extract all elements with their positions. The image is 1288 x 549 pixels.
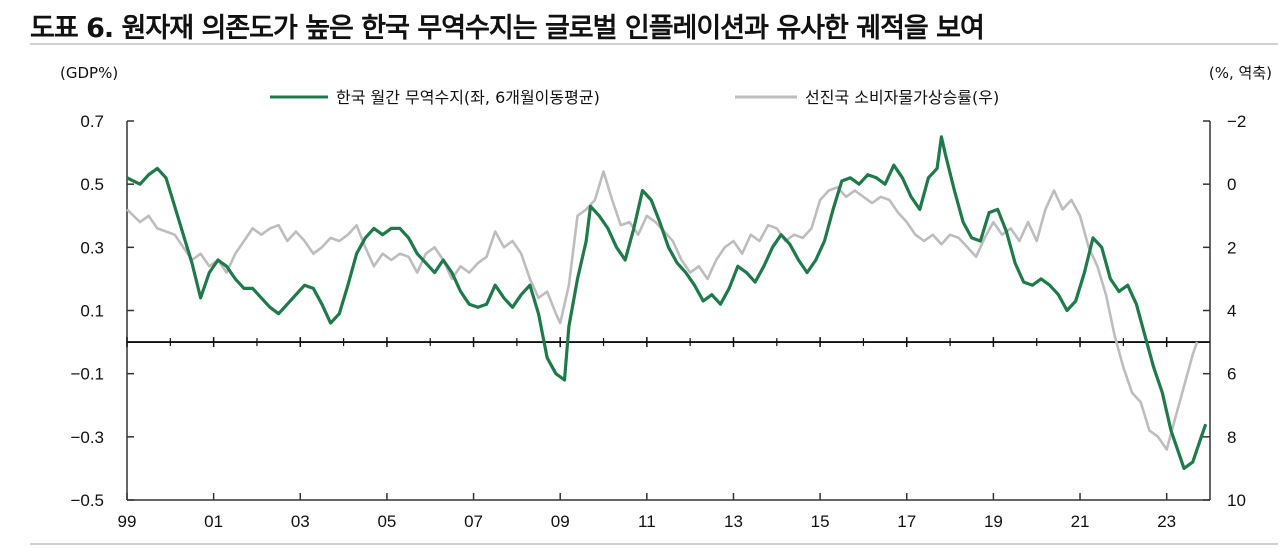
axes: 0.7 0.5 0.3 0.1 −0.1 −0.3 −0.5 −2 0 2 4 6 8 10 99 01 03 0… [70, 112, 1246, 531]
left-tick-label: −0.5 [70, 491, 104, 510]
chart-title: 도표 6. 원자재 의존도가 높은 한국 무역수지는 글로벌 인플레이션과 유사… [30, 13, 985, 44]
left-tick-label: −0.1 [70, 365, 104, 384]
x-tick-label: 11 [638, 512, 656, 531]
legend-label-korea: 한국 월간 무역수지(좌, 6개월이동평균) [336, 88, 600, 107]
left-tick-label: 0.5 [80, 175, 104, 194]
series-line-korea-trade [126, 135, 1208, 470]
right-tick-label: 0 [1227, 175, 1236, 194]
left-tick-label: 0.3 [80, 238, 104, 257]
left-tick-label: −0.3 [70, 428, 104, 447]
right-axis-unit: (%, 역축) [1209, 64, 1272, 82]
x-tick-label: 13 [724, 512, 743, 531]
right-tick-label: −2 [1227, 112, 1246, 131]
right-tick-label: 6 [1227, 365, 1236, 384]
x-tick-label: 09 [551, 512, 570, 531]
x-tick-label: 21 [1071, 512, 1090, 531]
x-tick-label: 05 [377, 512, 396, 531]
left-tick-label: 0.7 [80, 112, 104, 131]
x-tick-label: 17 [897, 512, 916, 531]
right-tick-label: 10 [1227, 491, 1246, 510]
x-tick-label: 99 [118, 512, 137, 531]
right-tick-label: 4 [1227, 302, 1236, 321]
x-tick-label: 01 [204, 512, 223, 531]
series-layer [126, 135, 1208, 470]
series-line-advanced-cpi [126, 170, 1199, 451]
left-tick-label: 0.1 [80, 302, 104, 321]
legend: 한국 월간 무역수지(좌, 6개월이동평균) 선진국 소비자물가상승률(우) [270, 88, 999, 107]
left-axis-unit: (GDP%) [60, 64, 118, 82]
right-tick-label: 8 [1227, 428, 1236, 447]
x-tick-label: 15 [811, 512, 830, 531]
x-tick-label: 07 [464, 512, 483, 531]
x-tick-label: 03 [291, 512, 310, 531]
x-tick-label: 23 [1157, 512, 1176, 531]
legend-label-advanced: 선진국 소비자물가상승률(우) [805, 88, 999, 107]
right-tick-label: 2 [1227, 238, 1236, 257]
x-tick-label: 19 [984, 512, 1003, 531]
